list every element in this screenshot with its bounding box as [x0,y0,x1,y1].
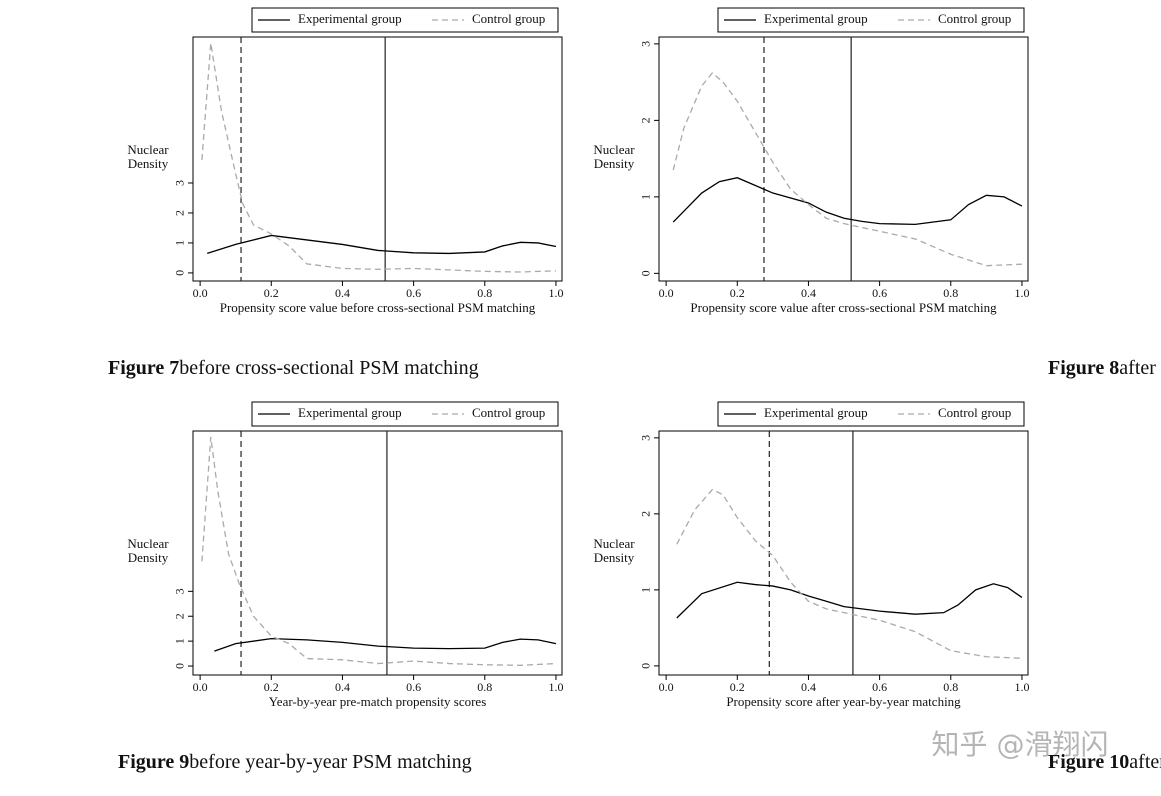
x-tick-label: 0.4 [335,680,350,694]
x-tick-label: 0.6 [872,286,887,300]
legend-label: Experimental group [298,11,402,26]
x-tick-label: 0.8 [943,286,958,300]
x-tick-label: 0.8 [943,680,958,694]
legend-label: Experimental group [764,405,868,420]
y-tick-label: 2 [639,117,653,123]
y-tick-label: 1 [173,638,187,644]
x-tick-label: 0.2 [730,680,745,694]
y-tick-label: 0 [639,270,653,276]
x-tick-label: 0.6 [872,680,887,694]
caption-label: Figure 10 [1048,751,1129,773]
x-tick-label: 0.0 [193,286,208,300]
caption: Figure 10after year-by-year PSM matching [1048,751,1161,773]
legend-box [251,401,559,427]
y-axis-label: Nuclear Density [593,536,635,565]
x-tick-label: 0.6 [406,286,421,300]
caption-label: Figure 8 [1048,357,1119,379]
legend-label: Control group [938,11,1011,26]
x-tick-label: 0.4 [801,286,816,300]
legend-box [717,7,1025,33]
y-axis-label: Nuclear Density [593,142,635,171]
x-tick-label: 0.6 [406,680,421,694]
density-line [672,72,1022,267]
x-tick-label: 0.0 [659,286,674,300]
density-line [672,177,1023,226]
y-axis-label: Nuclear Density [127,142,169,171]
caption-text: before year-by-year PSM matching [189,751,471,773]
y-tick-label: 3 [639,435,653,441]
x-tick-label: 0.0 [193,680,208,694]
density-line [201,436,556,666]
density-line [201,42,556,273]
plot-frame [658,36,1029,282]
x-tick-label: 0.4 [801,680,816,694]
x-tick-label: 0.2 [264,286,279,300]
watermark: 知乎 @滑翔闪 [932,728,1109,761]
caption-label: Figure 9 [118,751,189,773]
caption-text: after year-by-year PSM matching [1129,751,1161,773]
plot-frame [658,430,1029,676]
legend-box [717,401,1025,427]
x-tick-label: 0.2 [730,286,745,300]
legend-box [251,7,559,33]
caption-label: Figure 7 [108,357,179,379]
y-tick-label: 3 [173,588,187,594]
x-tick-label: 0.4 [335,286,350,300]
legend-label: Control group [472,405,545,420]
legend-label: Experimental group [764,11,868,26]
y-tick-label: 0 [639,663,653,669]
y-tick-label: 1 [173,240,187,246]
y-tick-label: 3 [639,41,653,47]
y-tick-label: 2 [173,613,187,619]
caption-text: after cross-sectional PSM matching [1119,357,1161,379]
caption-text: before cross-sectional PSM matching [179,357,478,379]
caption: Figure 8after cross-sectional PSM matchi… [1048,357,1161,379]
density-line [207,234,557,255]
x-tick-label: 1.0 [1014,286,1029,300]
x-tick-label: 1.0 [1014,680,1029,694]
x-tick-label: 1.0 [548,680,563,694]
density-line [676,581,1023,619]
density-line [214,637,557,652]
legend-label: Control group [938,405,1011,420]
y-tick-label: 2 [639,511,653,517]
x-axis-label: Propensity score value before cross-sect… [220,300,536,315]
y-tick-label: 1 [639,587,653,593]
legend-label: Control group [472,11,545,26]
y-tick-label: 0 [173,663,187,669]
y-tick-label: 0 [173,270,187,276]
x-tick-label: 0.2 [264,680,279,694]
caption: Figure 7before cross-sectional PSM match… [108,357,479,379]
y-tick-label: 2 [173,210,187,216]
x-tick-label: 0.8 [477,286,492,300]
y-axis-label: Nuclear Density [127,536,169,565]
x-axis-label: Propensity score value after cross-secti… [690,300,997,315]
x-tick-label: 1.0 [548,286,563,300]
x-axis-label: Year-by-year pre-match propensity scores [269,694,487,709]
y-tick-label: 3 [173,180,187,186]
x-tick-label: 0.8 [477,680,492,694]
caption: Figure 9before year-by-year PSM matching [118,751,472,773]
y-tick-label: 1 [639,194,653,200]
plot-frame [192,36,563,282]
x-axis-label: Propensity score after year-by-year matc… [726,694,961,709]
legend-label: Experimental group [298,405,402,420]
x-tick-label: 0.0 [659,680,674,694]
density-line [676,488,1022,659]
plot-frame [192,430,563,676]
